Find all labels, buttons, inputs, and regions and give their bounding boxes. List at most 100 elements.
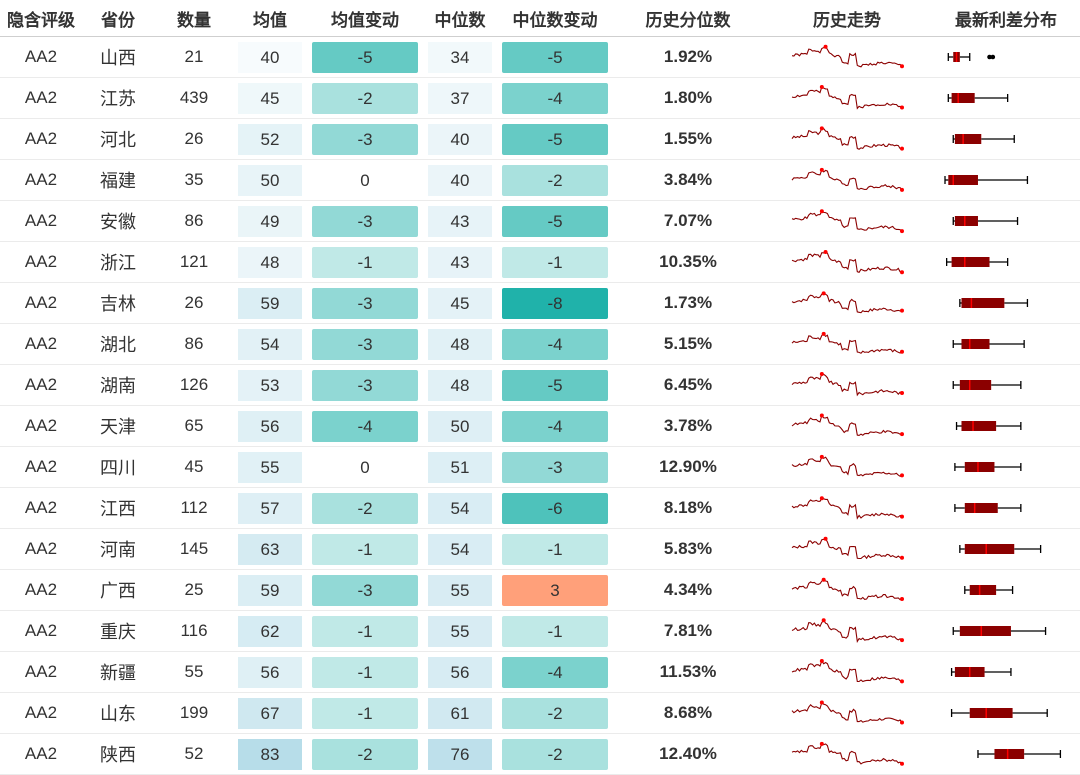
- count-cell: 55: [154, 651, 234, 693]
- rating-cell: AA2: [0, 569, 82, 611]
- sparkline-last-dot: [900, 390, 904, 395]
- mean-change-cell: -1: [306, 241, 424, 283]
- sparkline-path: [791, 210, 903, 232]
- count-cell: 25: [154, 569, 234, 611]
- province-cell: 重庆: [82, 610, 154, 652]
- median-change: -1: [502, 246, 608, 278]
- sparkline-path: [791, 456, 903, 477]
- province-cell: 湖南: [82, 364, 154, 406]
- median-change-cell: -8: [496, 282, 614, 324]
- sparkline-max-dot: [819, 167, 824, 172]
- mean-value: 83: [238, 738, 302, 770]
- trend-cell: [762, 692, 932, 734]
- sparkline-max-dot: [819, 413, 824, 418]
- sparkline-max-dot: [821, 291, 826, 296]
- median-change-cell: -2: [496, 159, 614, 201]
- table-row: AA2 天津 65 56 -4 50 -4 3.78%: [0, 405, 1080, 447]
- count-cell: 86: [154, 323, 234, 365]
- table-body: AA2 山西 21 40 -5 34 -5 1.92% AA2 江苏 439 45 -2 37 -4 1.80…: [0, 36, 1080, 775]
- mean-value-cell: 40: [234, 36, 306, 78]
- count-cell: 65: [154, 405, 234, 447]
- median-value-cell: 34: [424, 36, 496, 78]
- sparkline: [791, 209, 904, 234]
- sparkline: [791, 496, 904, 520]
- table-row: AA2 河南 145 63 -1 54 -1 5.83%: [0, 528, 1080, 570]
- median-value: 76: [428, 738, 492, 770]
- mean-change: 0: [312, 164, 418, 196]
- mean-value-cell: 56: [234, 651, 306, 693]
- boxplot: [955, 421, 1022, 431]
- box-outlier: [990, 54, 996, 60]
- mean-value: 63: [238, 533, 302, 565]
- table-row: AA2 湖南 126 53 -3 48 -5 6.45%: [0, 364, 1080, 406]
- mean-change-cell: -1: [306, 528, 424, 570]
- median-value: 34: [428, 41, 492, 73]
- mean-change: -2: [312, 492, 418, 524]
- sparkline-last-dot: [900, 473, 904, 478]
- mean-change: -1: [312, 533, 418, 565]
- distribution-cell: [932, 610, 1080, 652]
- province-cell: 江苏: [82, 77, 154, 119]
- sparkline-last-dot: [900, 146, 904, 151]
- median-value-cell: 55: [424, 610, 496, 652]
- sparkline-path: [791, 333, 903, 354]
- mean-change: -1: [312, 615, 418, 647]
- median-change-cell: -1: [496, 528, 614, 570]
- mean-value-cell: 56: [234, 405, 306, 447]
- median-value: 40: [428, 164, 492, 196]
- count-cell: 52: [154, 733, 234, 775]
- mean-value-cell: 67: [234, 692, 306, 734]
- mean-change-cell: -3: [306, 200, 424, 242]
- sparkline: [791, 167, 904, 192]
- median-value: 61: [428, 697, 492, 729]
- box-outlier: [987, 54, 992, 60]
- trend-cell: [762, 528, 932, 570]
- median-change: -6: [502, 492, 608, 524]
- mean-value-cell: 57: [234, 487, 306, 529]
- percentile-cell: 12.90%: [614, 446, 762, 488]
- count-cell: 26: [154, 282, 234, 324]
- trend-cell: [762, 241, 932, 283]
- mean-change: -4: [312, 410, 418, 442]
- mean-value: 57: [238, 492, 302, 524]
- header-row: 隐含评级 省份 数量 均值 均值变动 中位数 中位数变动 历史分位数 历史走势 …: [0, 0, 1080, 37]
- median-change: -2: [502, 164, 608, 196]
- median-value-cell: 43: [424, 241, 496, 283]
- sparkline-last-dot: [900, 514, 904, 519]
- mean-value: 52: [238, 123, 302, 155]
- distribution-cell: [932, 733, 1080, 775]
- mean-value: 48: [238, 246, 302, 278]
- sparkline: [791, 536, 904, 560]
- median-value: 48: [428, 369, 492, 401]
- count-cell: 35: [154, 159, 234, 201]
- box-iqr: [959, 380, 992, 390]
- box-iqr: [961, 421, 997, 431]
- rating-cell: AA2: [0, 77, 82, 119]
- trend-cell: [762, 446, 932, 488]
- mean-change: -3: [312, 205, 418, 237]
- mean-change-cell: 0: [306, 159, 424, 201]
- mean-value-cell: 54: [234, 323, 306, 365]
- median-change: -4: [502, 328, 608, 360]
- rating-cell: AA2: [0, 200, 82, 242]
- box-iqr: [951, 93, 975, 103]
- count-cell: 26: [154, 118, 234, 160]
- mean-value: 59: [238, 287, 302, 319]
- table-row: AA2 四川 45 55 0 51 -3 12.90%: [0, 446, 1080, 488]
- rating-cell: AA2: [0, 487, 82, 529]
- count-cell: 112: [154, 487, 234, 529]
- distribution-cell: [932, 77, 1080, 119]
- col-header-trend: 历史走势: [762, 0, 932, 37]
- median-change: -5: [502, 205, 608, 237]
- mean-change: 0: [312, 451, 418, 483]
- sparkline: [791, 85, 904, 110]
- median-value-cell: 56: [424, 651, 496, 693]
- median-change: -2: [502, 697, 608, 729]
- count-cell: 21: [154, 36, 234, 78]
- trend-cell: [762, 487, 932, 529]
- percentile-cell: 3.84%: [614, 159, 762, 201]
- median-change-cell: -2: [496, 733, 614, 775]
- mean-change: -5: [312, 41, 418, 73]
- percentile-cell: 3.78%: [614, 405, 762, 447]
- distribution-cell: [932, 323, 1080, 365]
